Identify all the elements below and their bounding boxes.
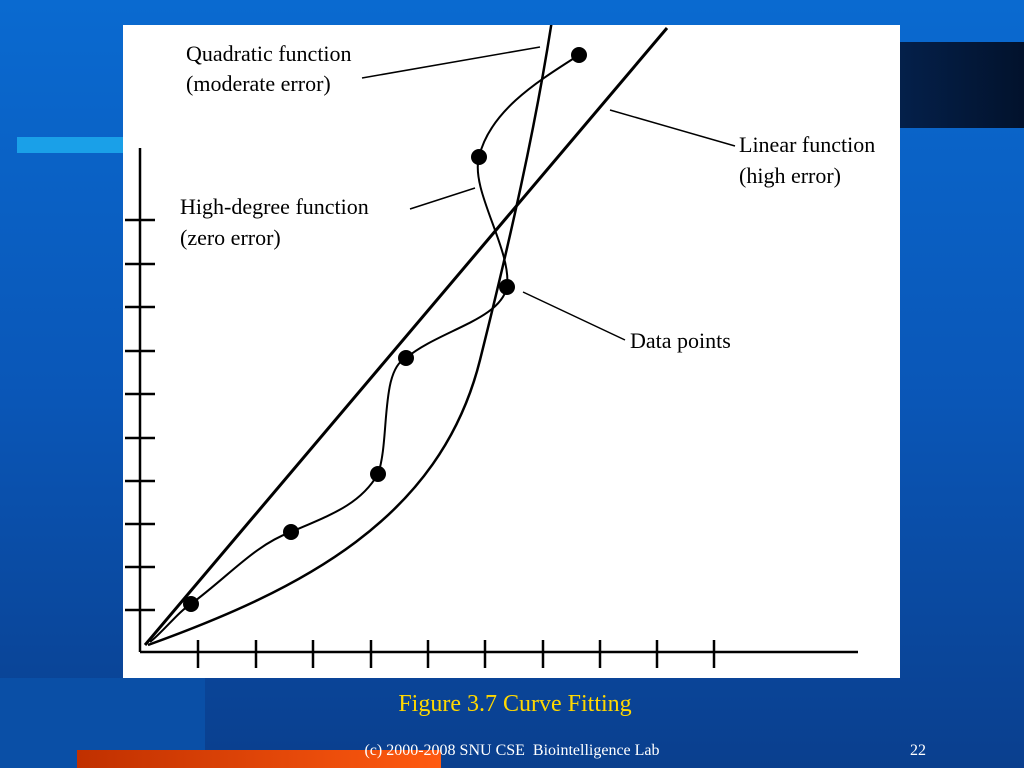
data-points [183,47,587,612]
label: (high error) [739,163,841,188]
label: (moderate error) [186,71,331,96]
axes [125,148,858,668]
page-number: 22 [910,742,926,759]
label: High-degree function [180,194,369,219]
figure: Quadratic function (moderate error) Line… [123,25,900,678]
leader-lines [361,46,736,341]
linear-function [143,27,669,646]
label: Linear function [739,132,875,157]
figure-background [123,25,900,678]
quadratic-function [147,25,553,647]
dark-accent [900,42,1024,128]
orange-bar [77,750,441,768]
label: Quadratic function [186,41,352,66]
footer-text: (c) 2000-2008 SNU CSE Biointelligence La… [364,742,660,759]
light-accent [17,137,123,153]
label: (zero error) [180,225,281,250]
caption: Figure 3.7 Curve Fitting [398,691,632,717]
label: Data points [630,328,731,353]
